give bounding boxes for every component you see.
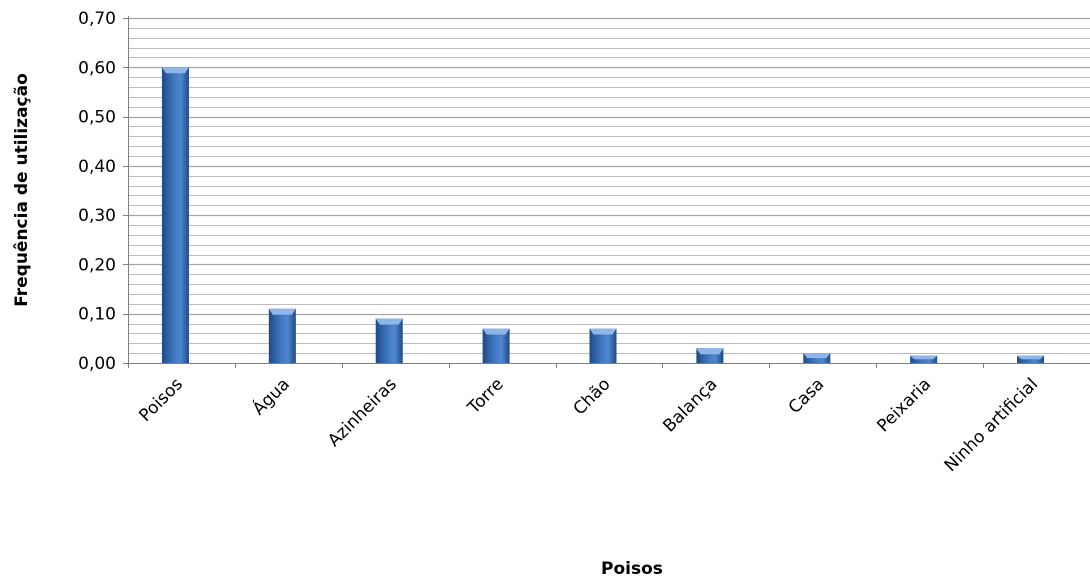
x-tick-labels: Poisos Água Azinheiras Torre Chão Balança Casa… [135,363,1042,476]
bar-bevel [1017,355,1045,360]
bar [482,328,510,363]
x-tick-label: Balança [659,374,721,436]
y-tick-labels: 0,00 0,10 0,20 0,30 0,40 0,50 0,60 0,70 [78,9,128,374]
bar [696,348,724,363]
bar-bevel [910,355,938,360]
bar-body [1017,355,1045,363]
bar [268,308,296,363]
bar-body [910,355,938,363]
y-tick-label: 0,10 [78,305,116,325]
bar-body [161,67,189,364]
bar [589,328,617,363]
bar-body [268,308,296,363]
x-tick-label: Poisos [135,374,187,426]
x-tick-label: Peixaria [873,374,935,436]
bar-bevel [268,308,296,315]
x-tick-label: Água [247,373,293,419]
y-tick-label: 0,70 [78,9,116,29]
y-tick-label: 0,00 [78,354,116,374]
axes [123,16,1090,368]
x-axis-title: Poisos [601,559,663,579]
bar [1017,355,1045,363]
y-tick-label: 0,30 [78,206,116,226]
y-tick-label: 0,20 [78,255,116,275]
bar-bevel [375,318,403,325]
x-tick-label: Azinheiras [324,374,401,451]
y-tick-label: 0,60 [78,58,116,78]
y-tick-label: 0,40 [78,157,116,177]
bar-bevel [696,348,724,355]
bar [910,355,938,363]
x-tick-label: Casa [785,374,829,418]
y-tick-label: 0,50 [78,108,116,128]
y-axis-title: Frequência de utilização [12,73,32,307]
bar-bevel [482,328,510,335]
bar-bevel [803,353,831,359]
x-tick-label: Torre [463,374,507,418]
bars [161,67,1045,364]
x-tick-label: Chão [570,374,615,419]
bar-bevel [161,67,189,74]
x-tick-label: Ninho artificial [941,374,1042,475]
gridlines [128,17,1090,354]
bar-bevel [589,328,617,335]
bar [161,67,189,364]
bar [375,318,403,363]
bar [803,353,831,363]
bar-body [375,318,403,363]
